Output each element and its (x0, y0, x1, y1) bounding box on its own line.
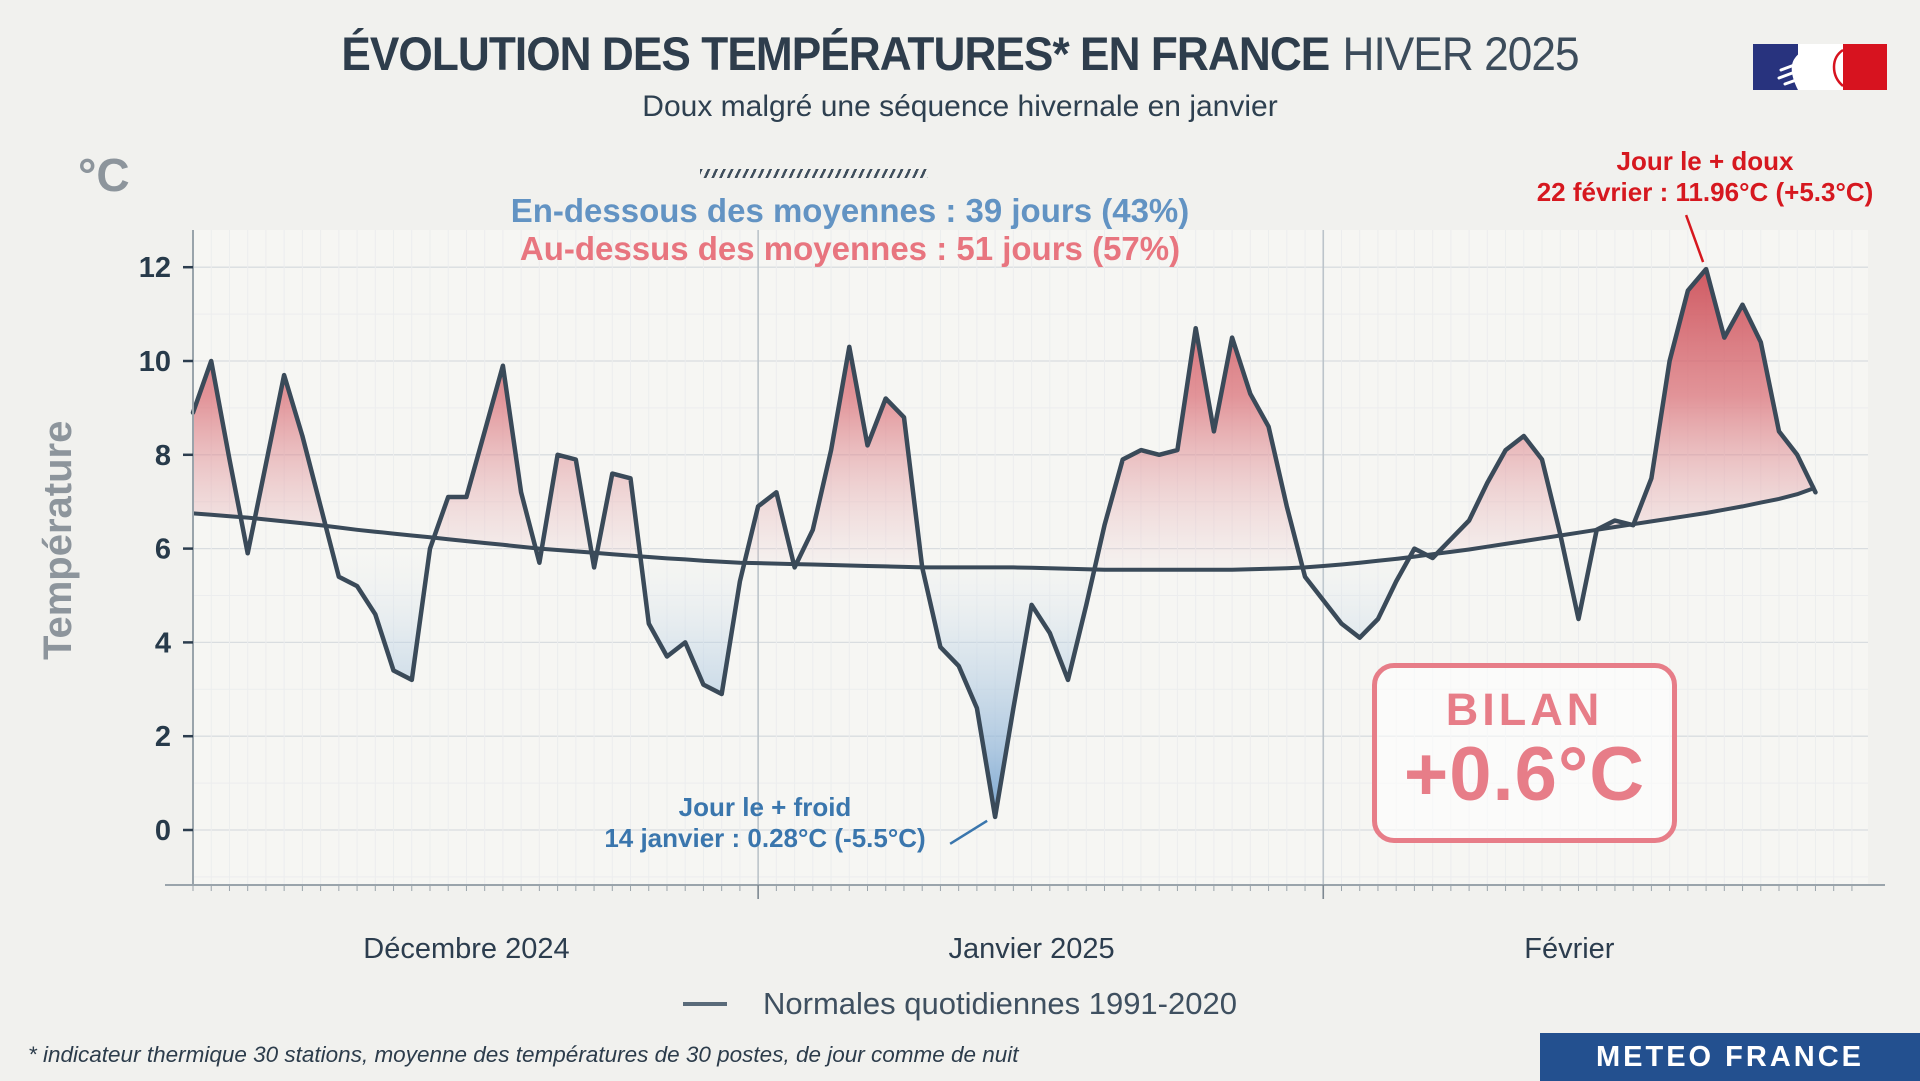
area-below-normal (193, 487, 1816, 817)
hatch-divider (700, 169, 928, 178)
annotation-coldest-title: Jour le + froid (678, 792, 852, 822)
page-title-main: ÉVOLUTION DES TEMPÉRATURES* EN FRANCE (341, 27, 1330, 80)
y-tick-labels: 0 2 4 6 8 10 12 (139, 252, 193, 847)
french-republic-flag-icon (1753, 44, 1887, 90)
meteo-france-logo-text: METEO FRANCE (1596, 1040, 1864, 1073)
normals-line (192, 485, 1817, 572)
footnote: * indicateur thermique 30 stations, moye… (28, 1042, 1019, 1067)
stat-above-average: Au-dessus des moyennes : 51 jours (57%) (519, 230, 1181, 267)
svg-text:6: 6 (155, 534, 171, 566)
svg-text:2: 2 (155, 721, 171, 753)
stats-block: En-dessous des moyennes : 39 jours (43%)… (360, 192, 1340, 268)
page-title: ÉVOLUTION DES TEMPÉRATURES* EN FRANCE HIV… (58, 26, 1863, 81)
svg-text:Décembre 2024: Décembre 2024 (363, 933, 569, 965)
annotation-warmest-title: Jour le + doux (1616, 146, 1794, 176)
svg-text:8: 8 (155, 440, 171, 472)
axes (165, 230, 1885, 899)
annotation-coldest-value: 14 janvier : 0.28°C (-5.5°C) (604, 823, 926, 853)
page-title-season: HIVER 2025 (1342, 27, 1579, 80)
annotation-coldest-day: Jour le + froid 14 janvier : 0.28°C (-5.… (555, 792, 975, 854)
meteo-france-banner: METEO FRANCE (1540, 1033, 1920, 1081)
svg-text:4: 4 (155, 627, 171, 659)
coldest-pointer-line (949, 819, 988, 845)
x-month-labels: Décembre 2024 Janvier 2025 Février (363, 933, 1615, 965)
chart-legend: Normales quotidiennes 1991-2020 (0, 986, 1920, 1022)
svg-text:10: 10 (139, 346, 171, 378)
y-axis-unit: °C (78, 149, 130, 201)
temperature-line (190, 266, 1818, 820)
svg-text:Février: Février (1524, 933, 1615, 965)
bilan-value: +0.6°C (1403, 732, 1646, 817)
normals-line-icon (683, 1002, 728, 1006)
bilan-label: BILAN (1445, 684, 1604, 735)
legend-label: Normales quotidiennes 1991-2020 (763, 986, 1237, 1021)
svg-text:0: 0 (155, 815, 171, 847)
svg-text:Janvier 2025: Janvier 2025 (949, 933, 1115, 965)
page-subtitle: Doux malgré une séquence hivernale en ja… (642, 90, 1278, 123)
warmest-pointer-line (1684, 214, 1705, 263)
annotation-warmest-value: 22 février : 11.96°C (+5.3°C) (1536, 177, 1874, 207)
stat-below-average: En-dessous des moyennes : 39 jours (43%) (510, 192, 1190, 229)
annotation-warmest-day: Jour le + doux 22 février : 11.96°C (+5.… (1490, 146, 1920, 208)
svg-text:12: 12 (139, 252, 171, 284)
bilan-box: BILAN +0.6°C (1372, 663, 1677, 843)
y-axis-title: Température (36, 420, 80, 660)
